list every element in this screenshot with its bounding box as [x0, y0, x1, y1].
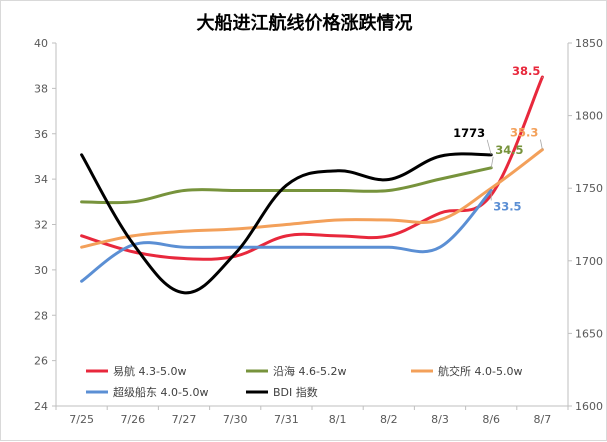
x-tick-label: 8/1	[329, 413, 347, 426]
series-line-1	[80, 166, 493, 205]
data-label: 1773	[453, 126, 485, 140]
y-right-tick-label: 1750	[575, 182, 603, 195]
x-tick-label: 8/2	[380, 413, 398, 426]
x-tick-label: 7/30	[223, 413, 248, 426]
x-tick-label: 7/25	[69, 413, 94, 426]
y-right-tick-label: 1700	[575, 255, 603, 268]
y-left-tick-label: 26	[34, 355, 48, 368]
series-line-4	[80, 152, 493, 295]
data-label-leader	[486, 139, 492, 155]
data-label: 38.5	[512, 64, 540, 78]
legend-label: BDI 指数	[273, 385, 318, 399]
y-left-tick-label: 38	[34, 82, 48, 95]
x-tick-label: 7/31	[274, 413, 299, 426]
data-label: 35.3	[510, 126, 538, 140]
data-label-leader	[490, 156, 494, 168]
series-line-3	[80, 188, 493, 283]
x-tick-label: 8/6	[482, 413, 500, 426]
y-left-tick-label: 28	[34, 309, 48, 322]
y-left-tick-label: 36	[34, 128, 48, 141]
series-line-2	[80, 148, 544, 249]
x-tick-label: 8/7	[534, 413, 552, 426]
data-label: 34.5	[495, 143, 523, 157]
legend-label: 航交所 4.0-5.0w	[438, 364, 522, 378]
data-label: 33.5	[493, 199, 521, 213]
y-right-tick-label: 1650	[575, 327, 603, 340]
legend-label: 易航 4.3-5.0w	[113, 364, 186, 378]
y-left-tick-label: 40	[34, 37, 48, 50]
y-right-tick-label: 1850	[575, 37, 603, 50]
y-left-tick-label: 24	[34, 400, 48, 413]
y-left-tick-label: 34	[34, 173, 48, 186]
legend-label: 沿海 4.6-5.2w	[273, 364, 346, 378]
y-right-tick-label: 1800	[575, 110, 603, 123]
legend-label: 超级船东 4.0-5.0w	[113, 385, 208, 399]
data-label-leader	[540, 139, 543, 150]
y-left-tick-label: 30	[34, 264, 48, 277]
y-right-tick-label: 1600	[575, 400, 603, 413]
x-tick-label: 8/3	[431, 413, 449, 426]
series-line-0	[80, 75, 544, 261]
x-tick-label: 7/26	[120, 413, 145, 426]
y-left-tick-label: 32	[34, 219, 48, 232]
x-tick-label: 7/27	[172, 413, 197, 426]
chart-title: 大船进江航线价格涨跌情况	[196, 13, 413, 34]
